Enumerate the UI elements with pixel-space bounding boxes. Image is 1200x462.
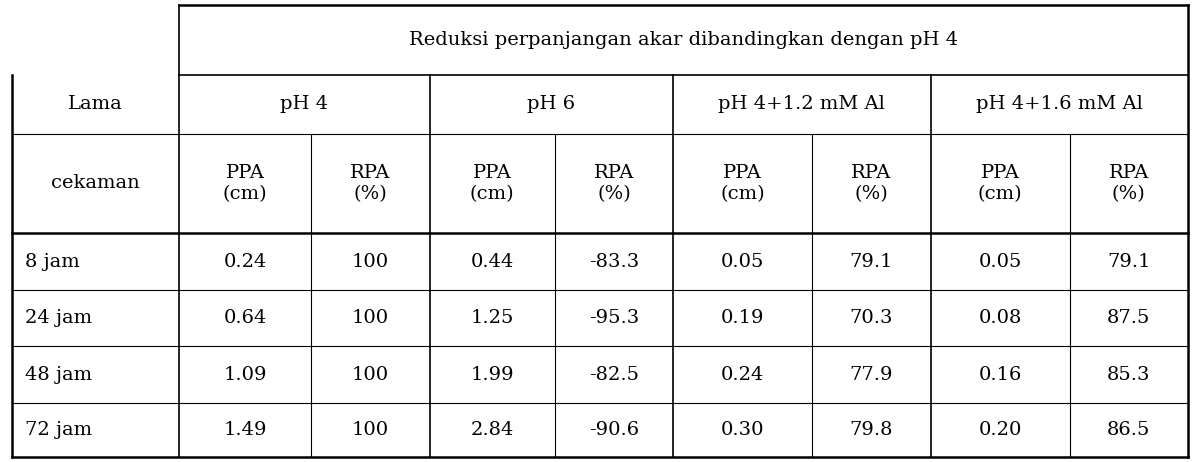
Text: pH 4+1.6 mM Al: pH 4+1.6 mM Al xyxy=(976,95,1142,113)
Text: -95.3: -95.3 xyxy=(589,309,640,327)
Text: Lama: Lama xyxy=(68,95,122,113)
Text: RPA
(%): RPA (%) xyxy=(851,164,892,203)
Text: RPA
(%): RPA (%) xyxy=(350,164,390,203)
Text: 100: 100 xyxy=(352,366,389,384)
Text: PPA
(cm): PPA (cm) xyxy=(223,164,268,203)
Text: 0.64: 0.64 xyxy=(223,309,266,327)
Text: 79.1: 79.1 xyxy=(850,253,893,271)
Text: 79.1: 79.1 xyxy=(1108,253,1151,271)
Text: 79.8: 79.8 xyxy=(850,421,893,439)
Text: RPA
(%): RPA (%) xyxy=(1109,164,1150,203)
Text: 86.5: 86.5 xyxy=(1108,421,1151,439)
Text: 1.25: 1.25 xyxy=(470,309,514,327)
Text: PPA
(cm): PPA (cm) xyxy=(978,164,1022,203)
Text: PPA
(cm): PPA (cm) xyxy=(720,164,764,203)
Text: 0.24: 0.24 xyxy=(223,253,266,271)
Text: 0.05: 0.05 xyxy=(721,253,764,271)
Text: -82.5: -82.5 xyxy=(589,366,638,384)
Text: RPA
(%): RPA (%) xyxy=(594,164,634,203)
Text: 8 jam: 8 jam xyxy=(25,253,80,271)
Text: 0.08: 0.08 xyxy=(978,309,1022,327)
Text: 87.5: 87.5 xyxy=(1108,309,1151,327)
Text: cekaman: cekaman xyxy=(52,175,140,193)
Text: 0.16: 0.16 xyxy=(978,366,1022,384)
Text: 1.49: 1.49 xyxy=(223,421,266,439)
Text: 0.20: 0.20 xyxy=(978,421,1022,439)
Text: 0.44: 0.44 xyxy=(470,253,514,271)
Text: 100: 100 xyxy=(352,253,389,271)
Text: 0.30: 0.30 xyxy=(721,421,764,439)
Text: 85.3: 85.3 xyxy=(1108,366,1151,384)
Text: -83.3: -83.3 xyxy=(589,253,640,271)
Text: 1.99: 1.99 xyxy=(470,366,514,384)
Text: -90.6: -90.6 xyxy=(589,421,638,439)
Text: pH 4+1.2 mM Al: pH 4+1.2 mM Al xyxy=(719,95,886,113)
Text: 0.19: 0.19 xyxy=(721,309,764,327)
Text: 2.84: 2.84 xyxy=(470,421,514,439)
Text: 24 jam: 24 jam xyxy=(25,309,92,327)
Text: pH 6: pH 6 xyxy=(527,95,575,113)
Text: 72 jam: 72 jam xyxy=(25,421,92,439)
Text: 70.3: 70.3 xyxy=(850,309,893,327)
Text: Reduksi perpanjangan akar dibandingkan dengan pH 4: Reduksi perpanjangan akar dibandingkan d… xyxy=(409,30,958,49)
Text: 48 jam: 48 jam xyxy=(25,366,92,384)
Text: 77.9: 77.9 xyxy=(850,366,893,384)
Text: 0.24: 0.24 xyxy=(721,366,764,384)
Text: 100: 100 xyxy=(352,421,389,439)
Text: 0.05: 0.05 xyxy=(978,253,1022,271)
Text: pH 4: pH 4 xyxy=(280,95,329,113)
Text: 100: 100 xyxy=(352,309,389,327)
Text: 1.09: 1.09 xyxy=(223,366,266,384)
Text: PPA
(cm): PPA (cm) xyxy=(470,164,515,203)
